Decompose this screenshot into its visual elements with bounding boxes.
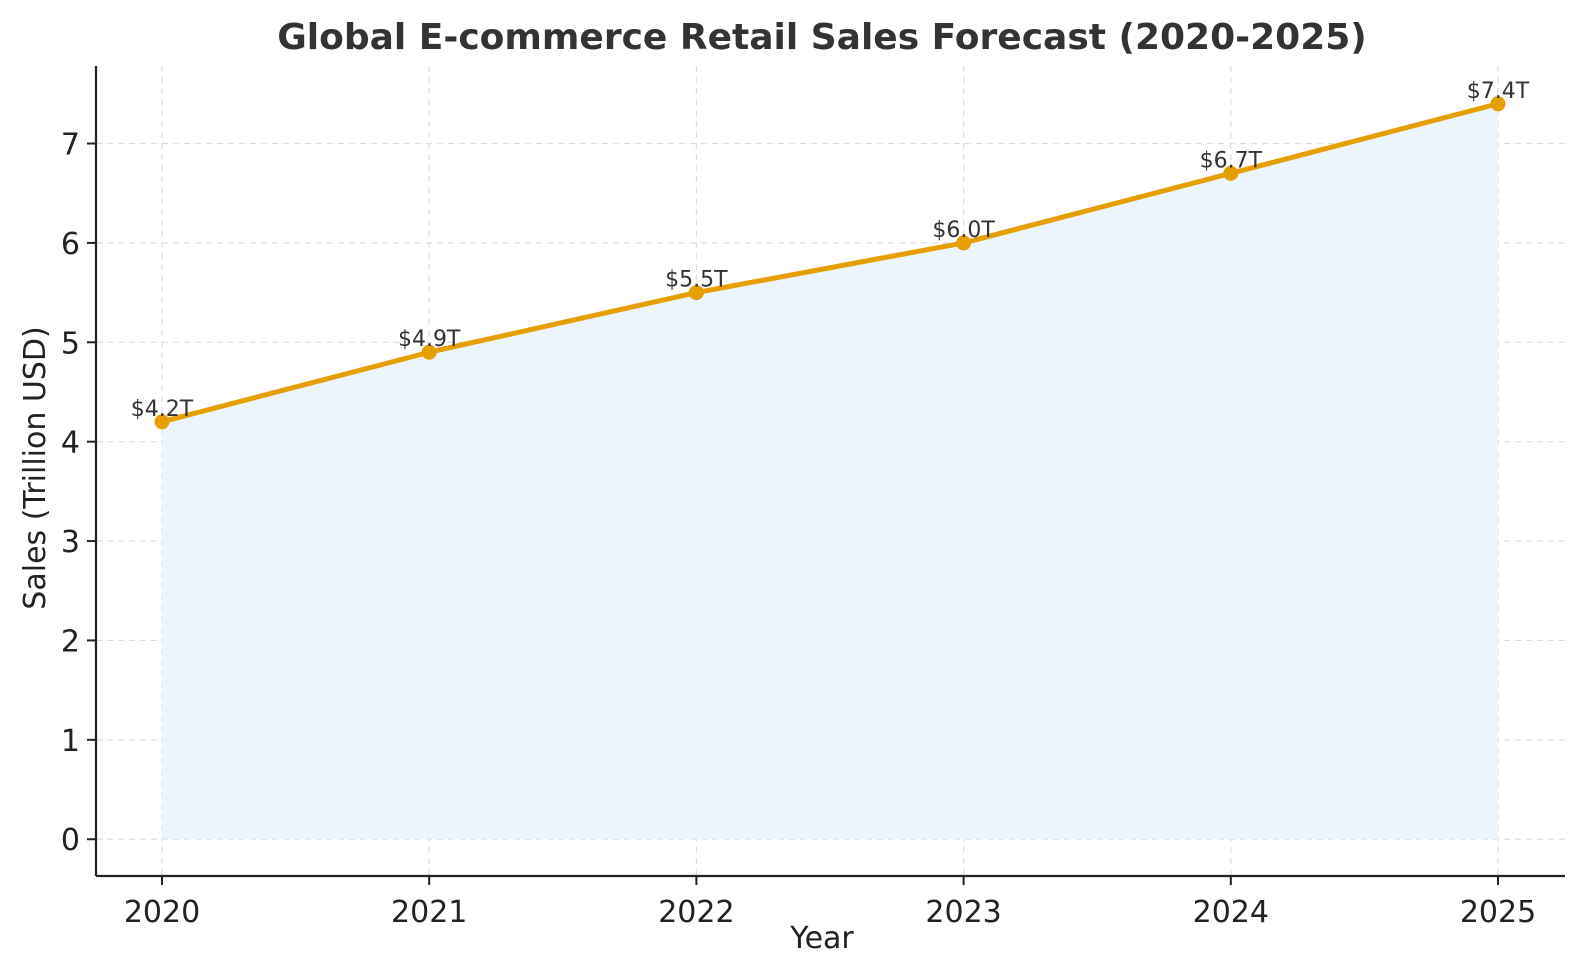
data-point [154,414,170,430]
y-tick-label: 7 [61,128,80,163]
tick-labels: 0 1 2 3 4 5 6 7 2020 2021 2022 2023 2024 2025 [61,128,1536,930]
chart-title: Global E-commerce Retail Sales Forecast … [277,17,1367,58]
x-axis-label: Year [789,921,854,956]
data-label: $6.0T [932,218,995,243]
x-tick-label: 2021 [391,895,467,930]
data-point [1223,165,1239,181]
area-under-line [162,103,1498,840]
data-label: $5.5T [665,268,728,293]
data-label: $6.7T [1200,148,1263,173]
x-tick-label: 2020 [124,895,200,930]
data-labels: $4.2T $4.9T $5.5T $6.0T $6.7T $7.4T [131,79,1530,422]
data-point [421,344,437,360]
x-tick-label: 2023 [925,895,1001,930]
sales-line [159,101,1501,425]
data-label: $4.2T [131,397,194,422]
data-point [1490,96,1506,112]
y-tick-label: 4 [61,426,80,461]
x-tick-label: 2025 [1460,895,1536,930]
x-tick-label: 2024 [1193,895,1269,930]
y-tick-label: 3 [61,525,80,560]
data-point [688,285,704,301]
data-label: $7.4T [1467,79,1530,104]
data-points [154,96,1506,430]
axes [87,66,1565,885]
y-tick-label: 2 [61,624,80,659]
y-axis-label: Sales (Trillion USD) [18,326,53,609]
x-tick-label: 2022 [658,895,734,930]
data-point [956,235,972,251]
y-tick-label: 6 [61,227,80,262]
y-tick-label: 1 [61,724,80,759]
y-tick-label: 5 [61,326,80,361]
data-label: $4.9T [398,327,461,352]
y-tick-label: 0 [61,823,80,858]
